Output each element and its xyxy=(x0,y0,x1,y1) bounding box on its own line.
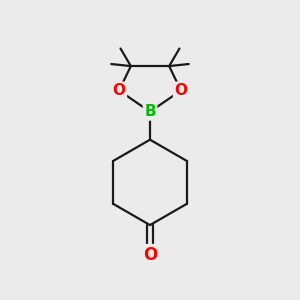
Text: O: O xyxy=(112,83,126,98)
Text: O: O xyxy=(143,245,157,263)
Text: O: O xyxy=(174,83,188,98)
Text: B: B xyxy=(144,104,156,119)
